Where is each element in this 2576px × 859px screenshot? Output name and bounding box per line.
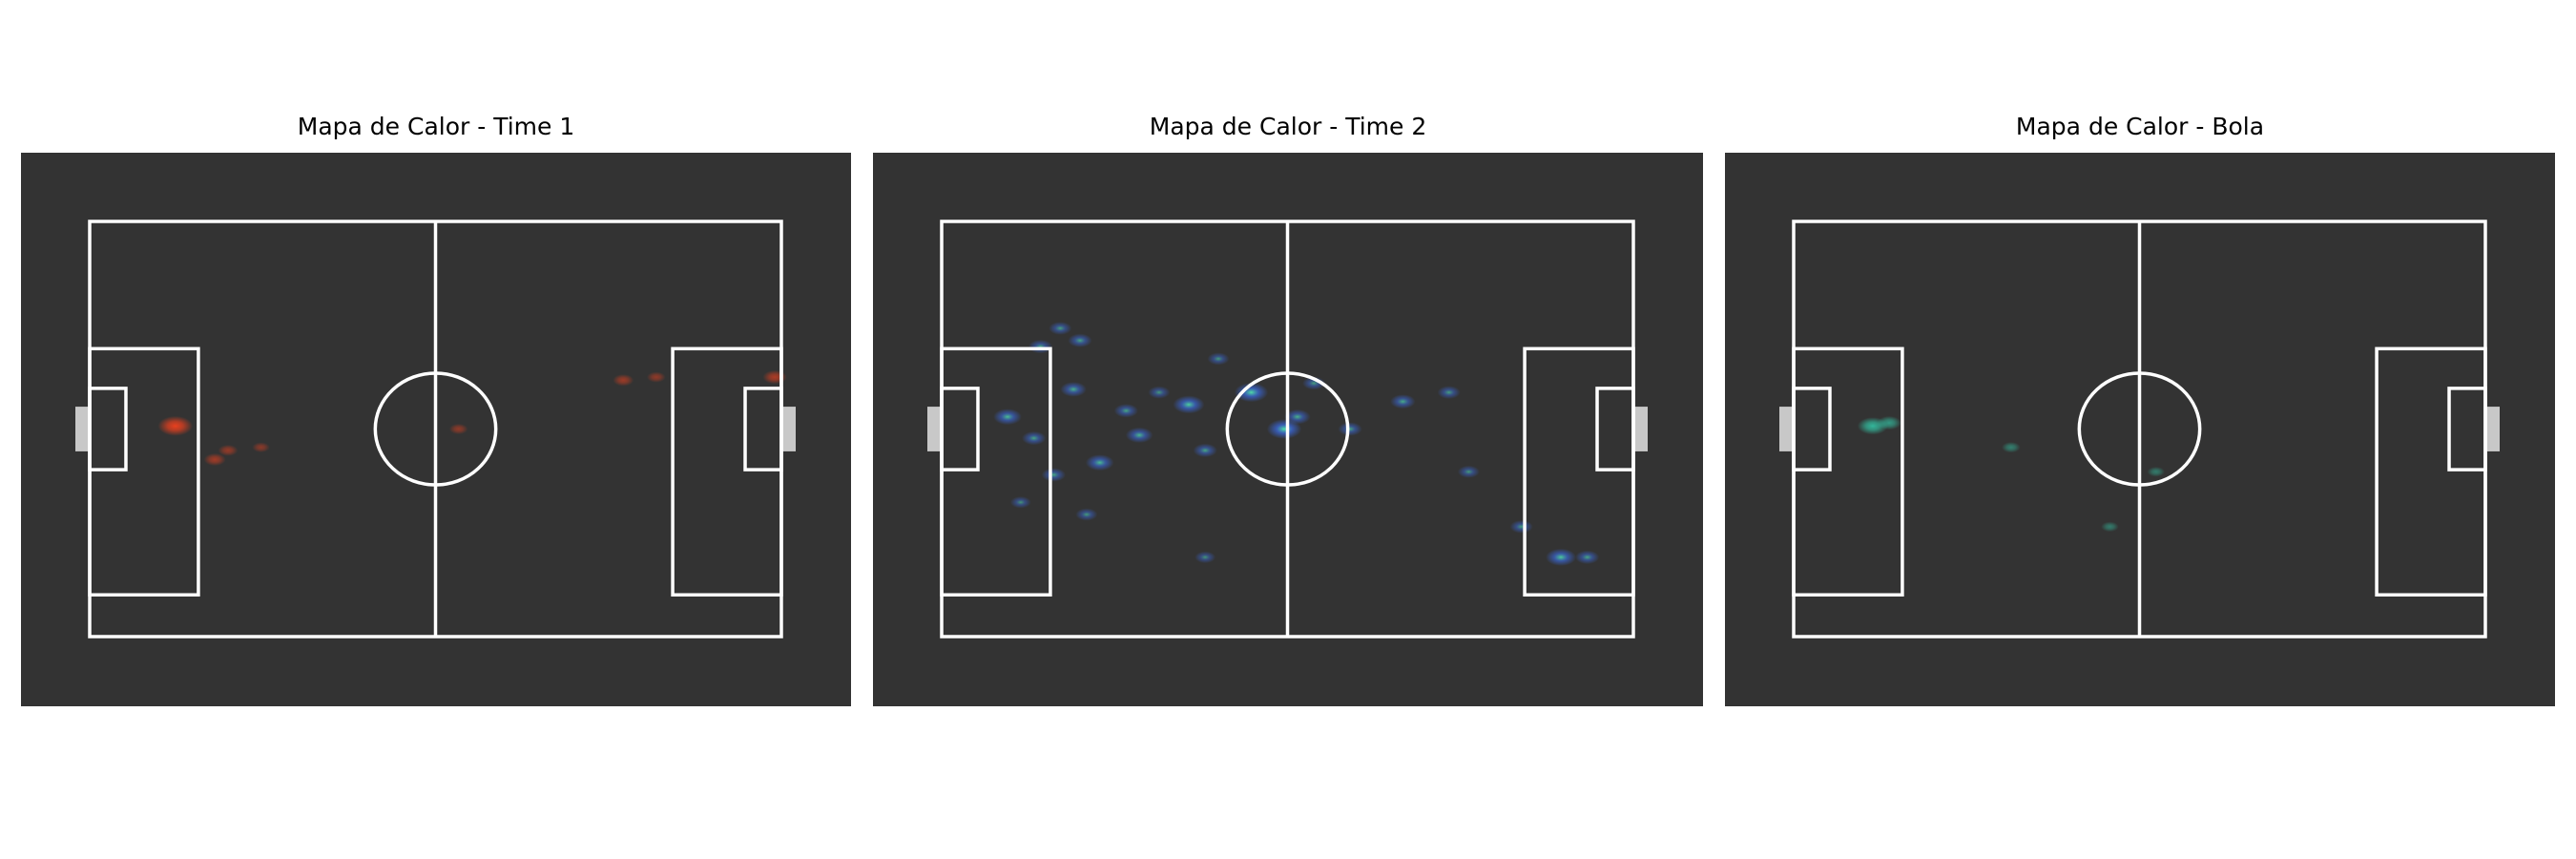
heat-point	[1022, 431, 1046, 445]
heat-point	[1148, 387, 1170, 399]
heat-point	[158, 416, 193, 436]
heat-point	[1068, 334, 1091, 347]
heat-point	[762, 370, 786, 384]
heat-point	[2148, 467, 2165, 477]
goal-right	[781, 407, 796, 451]
heat-point	[993, 409, 1022, 425]
goal-right	[2485, 407, 2500, 451]
heat-point	[1575, 551, 1599, 564]
goal-left	[1779, 407, 1794, 451]
heat-point	[613, 374, 634, 386]
heat-point	[218, 445, 239, 456]
heat-point	[1114, 404, 1138, 417]
panel-title-ball: Mapa de Calor - Bola	[1725, 113, 2555, 140]
heat-point	[1042, 468, 1066, 481]
goal-left	[927, 407, 942, 451]
heat-point	[1510, 520, 1533, 534]
goal-left	[75, 407, 90, 451]
heat-point	[1126, 428, 1153, 443]
heat-point	[1194, 444, 1217, 457]
heat-point	[1208, 352, 1230, 365]
heat-point	[1338, 422, 1361, 435]
heat-point	[252, 442, 269, 452]
heat-point	[1390, 394, 1415, 409]
heat-point	[1086, 454, 1114, 471]
heat-point	[204, 453, 226, 466]
heat-point	[1195, 552, 1215, 563]
heatmap-team2	[873, 153, 1703, 706]
heat-point	[647, 372, 666, 383]
heat-point	[449, 424, 468, 434]
heat-point	[1878, 416, 1901, 430]
heat-point	[1075, 508, 1097, 520]
panel-title-team2: Mapa de Calor - Time 2	[873, 113, 1703, 140]
heat-point	[1049, 322, 1071, 335]
heat-point	[1546, 549, 1576, 566]
heat-point	[1060, 382, 1086, 397]
goal-right	[1633, 407, 1648, 451]
heat-point	[1010, 496, 1031, 508]
panel-title-team1: Mapa de Calor - Time 1	[21, 113, 851, 140]
heat-point	[1458, 466, 1480, 478]
heat-point	[1438, 386, 1461, 399]
heat-point	[1173, 395, 1204, 413]
heat-point	[2101, 522, 2118, 533]
heat-point	[2002, 442, 2021, 452]
heatmap-ball	[1725, 153, 2555, 706]
heatmap-team1	[21, 153, 851, 706]
